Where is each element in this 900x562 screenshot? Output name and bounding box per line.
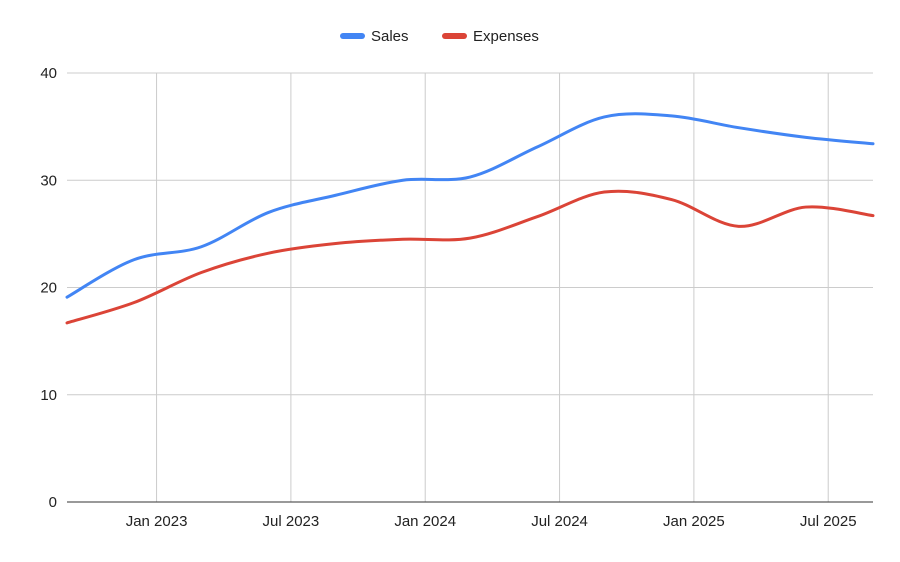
x-tick-label: Jan 2023 [126, 513, 188, 530]
y-tick-label: 10 [40, 387, 57, 404]
series-line-sales [65, 112, 875, 299]
series-line-expenses [65, 189, 875, 325]
x-tick-label: Jul 2023 [263, 513, 320, 530]
y-tick-label: 20 [40, 280, 57, 297]
x-tick-label: Jul 2025 [800, 513, 857, 530]
legend-label-expenses: Expenses [473, 28, 539, 45]
y-tick-label: 0 [49, 494, 57, 511]
y-tick-label: 40 [40, 65, 57, 82]
legend-label-sales: Sales [371, 28, 409, 45]
y-tick-label: 30 [40, 172, 57, 189]
x-tick-label: Jan 2025 [663, 513, 725, 530]
axes: 0 10 20 30 40 Jan 2023 Jul 2023 Jan 2024 Jul 202… [40, 65, 873, 530]
legend: Sales Expenses [340, 28, 539, 45]
x-tick-label: Jul 2024 [531, 513, 588, 530]
grid [67, 72, 873, 502]
series-lines [65, 112, 875, 325]
x-tick-label: Jan 2024 [394, 513, 456, 530]
